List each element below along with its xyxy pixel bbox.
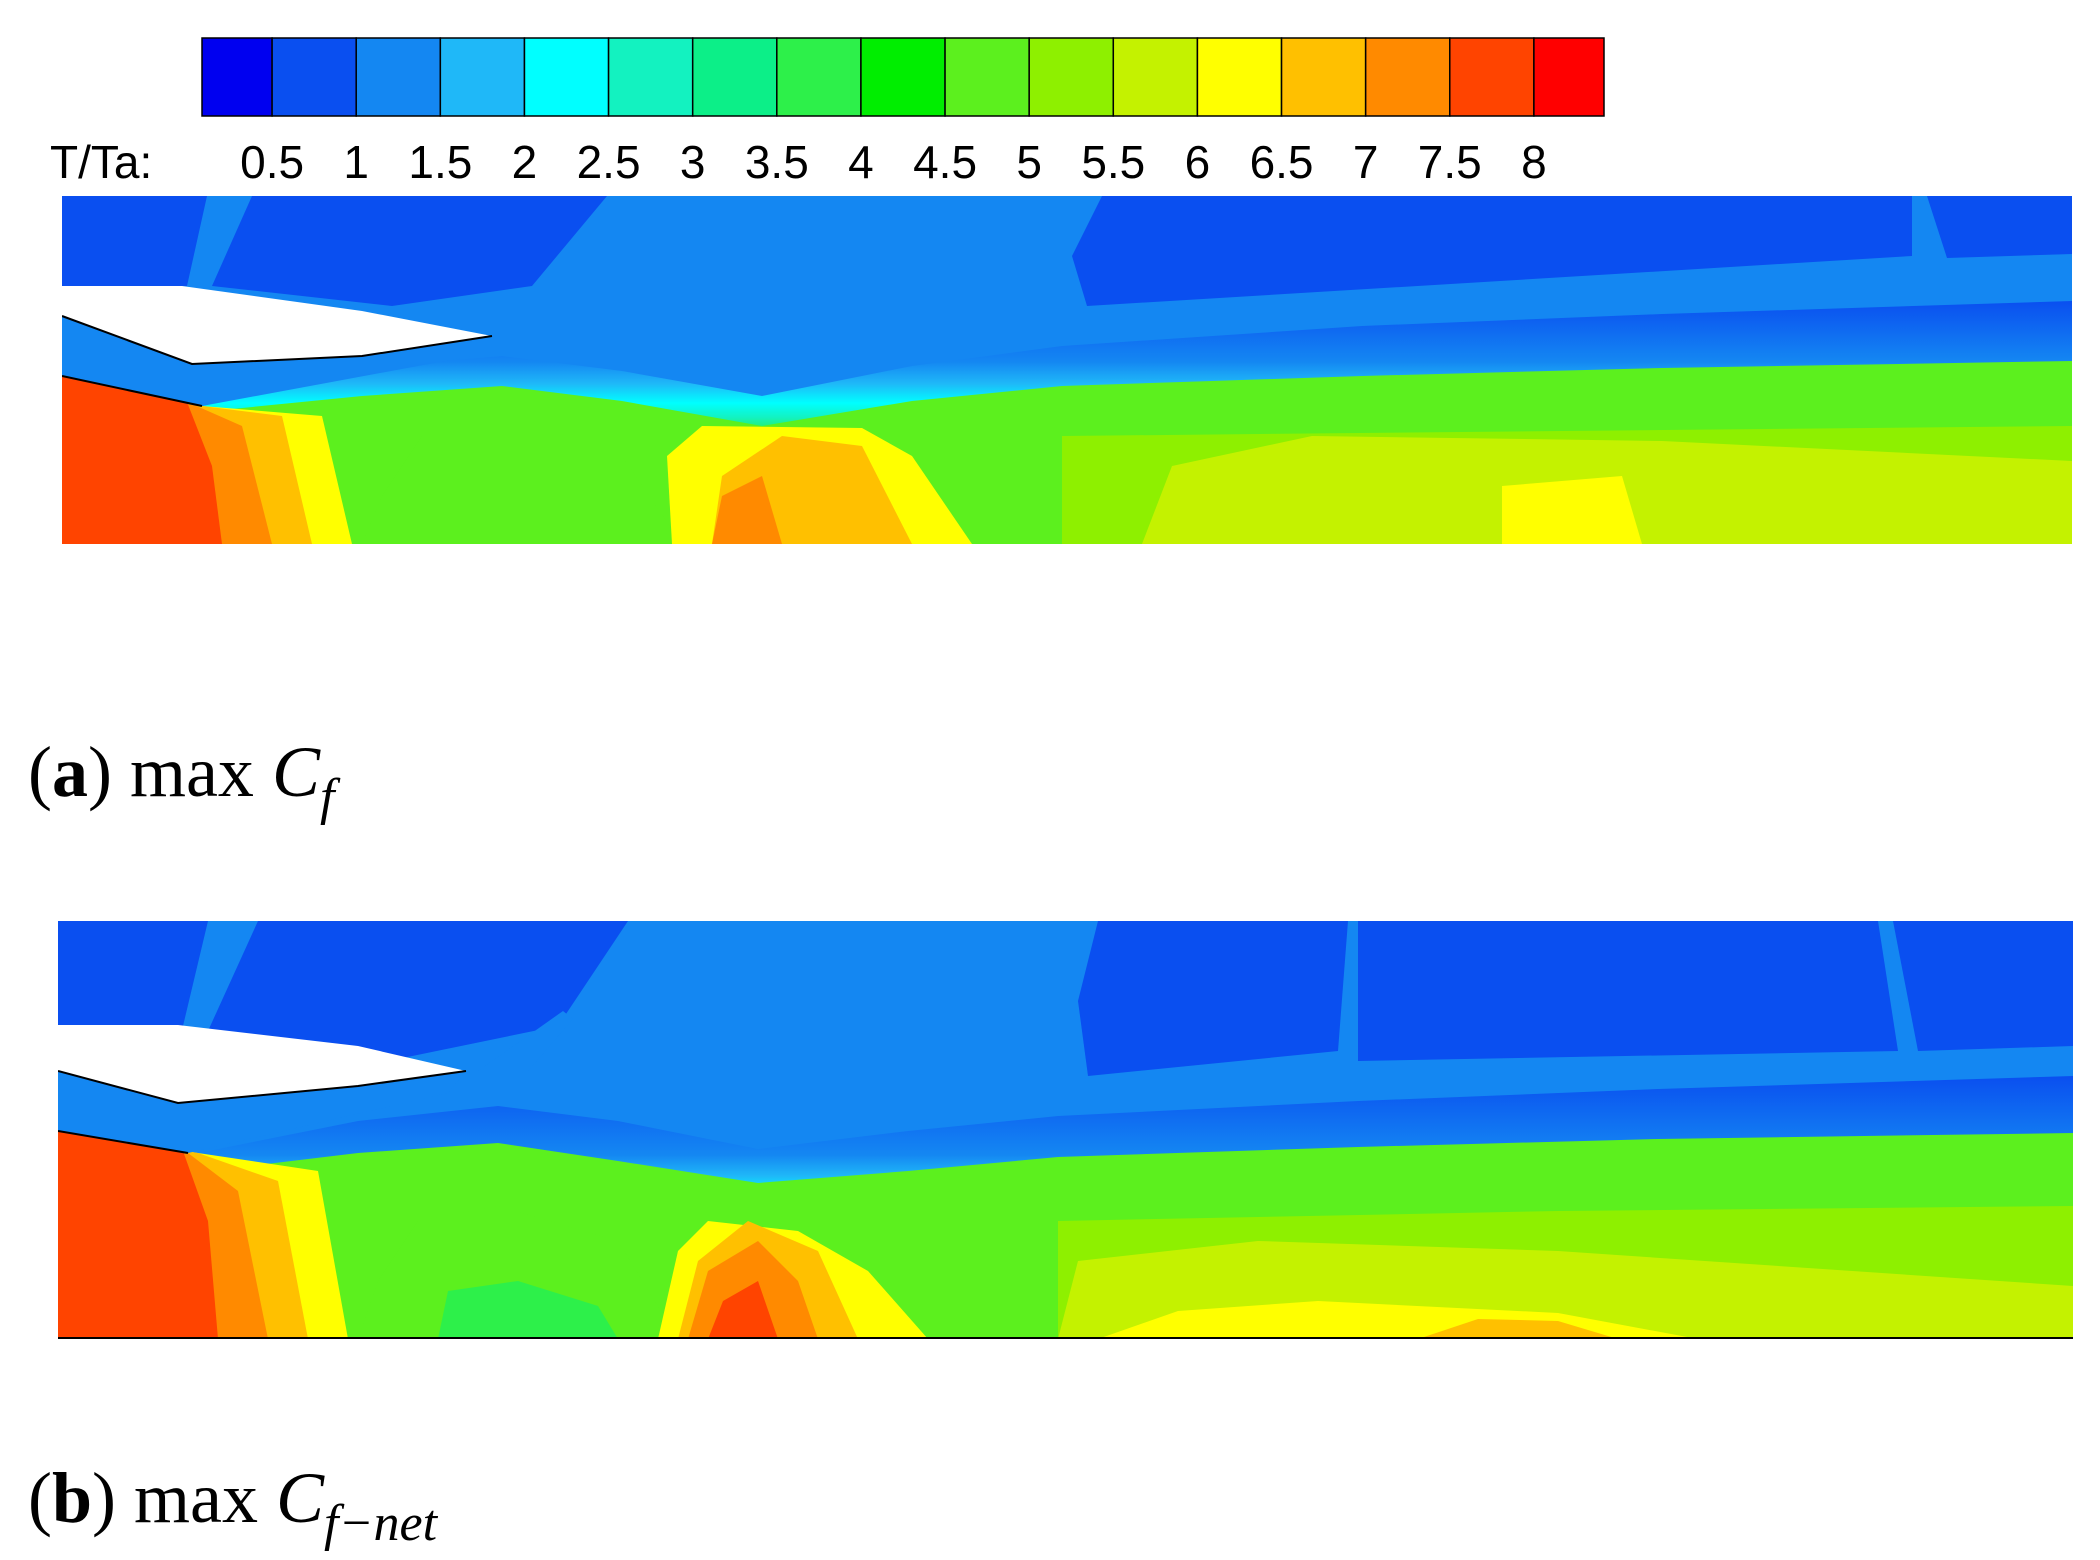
colorbar-tick-label: 6.5 [1250,136,1314,188]
caption-b-label: b [51,1458,93,1538]
contour-plot-a [62,196,2072,544]
colorbar-swatch [201,37,273,117]
colorbar-swatch [1364,37,1451,117]
colorbar-label: T/Ta: [50,136,152,188]
caption-b-subscript: f−net [324,1495,438,1552]
colorbar-swatch [776,37,862,117]
colorbar-tick-label: 3.5 [745,136,809,188]
colorbar-swatch [439,37,526,117]
colorbar-swatch [860,37,946,117]
colorbar-swatch [1196,37,1283,117]
colorbar-tick-label: 2.5 [577,136,641,188]
colorbar-tick-label: 8 [1521,136,1547,188]
caption-b: (b) max Cf−net [28,1458,438,1552]
caption-a-subscript: f [319,769,335,826]
colorbar-swatch [271,37,357,117]
colorbar-legend: T/Ta: 0.5 1 1.5 2 2.5 3 3.5 4 4.5 5 5.5 6 6.5 7 7.5 8 [50,37,1605,188]
colorbar-tick-label: 1.5 [408,136,472,188]
colorbar-swatch [1028,37,1115,117]
colorbar-tick-label: 2 [512,136,538,188]
colorbar-swatch [944,37,1030,117]
contour-plot-b [58,921,2073,1339]
colorbar-tick-label: 7.5 [1418,136,1482,188]
colorbar-swatch [1449,37,1535,117]
caption-a: (a) max Cf [28,732,335,826]
colorbar-tick-label: 4 [848,136,874,188]
colorbar-swatch [523,37,610,117]
colorbar-swatch [691,37,778,117]
colorbar-tick-label: 6 [1185,136,1211,188]
colorbar-swatch [1280,37,1367,117]
colorbar-tick-labels: 0.5 1 1.5 2 2.5 3 3.5 4 4.5 5 5.5 6 6.5 7 7.5 8 [240,136,1547,188]
colorbar-tick-label: 1 [343,136,369,188]
colorbar-tick-label: 0.5 [240,136,304,188]
colorbar-swatches [201,37,1605,117]
colorbar-tick-label: 5 [1016,136,1042,188]
colorbar-tick-label: 5.5 [1081,136,1145,188]
colorbar-tick-label: 4.5 [913,136,977,188]
colorbar-tick-label: 3 [680,136,706,188]
colorbar-swatch [1112,37,1199,117]
caption-b-symbol: C [275,1458,325,1538]
colorbar-swatch [355,37,442,117]
colorbar-swatch [607,37,694,117]
colorbar-swatch [1533,37,1605,117]
caption-a-text: max [129,732,254,812]
caption-b-text: max [134,1458,258,1538]
caption-a-label: a [51,732,88,812]
colorbar-tick-label: 7 [1353,136,1379,188]
caption-a-symbol: C [271,732,320,812]
